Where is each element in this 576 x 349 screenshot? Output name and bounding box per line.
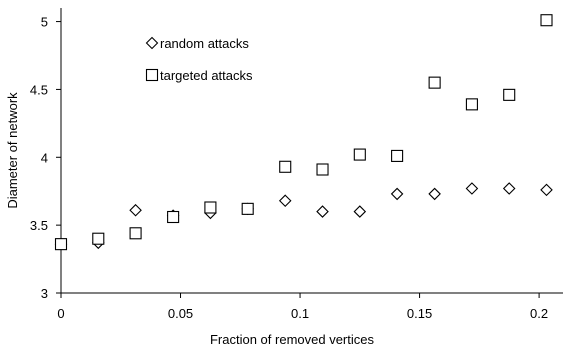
targeted-attack-point xyxy=(279,160,292,173)
targeted-attack-point xyxy=(241,202,254,215)
targeted-attack-point xyxy=(129,227,142,240)
targeted-attack-point xyxy=(353,148,366,161)
targeted-attack-point xyxy=(465,98,478,111)
targeted-attack-point xyxy=(92,232,105,245)
axes xyxy=(60,8,563,294)
targeted-attack-point xyxy=(54,238,68,251)
x-tick-label: 0 xyxy=(57,306,64,321)
y-tick-label: 4 xyxy=(41,150,48,165)
x-tick-label: 0.1 xyxy=(291,306,309,321)
random-attack-point xyxy=(428,187,441,201)
legend: random attacks targeted attacks xyxy=(145,36,253,83)
y-tick-label: 4.5 xyxy=(30,82,48,97)
x-tick-label: 0.2 xyxy=(530,306,548,321)
random-attack-point xyxy=(502,182,516,195)
y-axis-label: Diameter of network xyxy=(5,92,20,209)
random-attack-point xyxy=(390,187,404,201)
legend-label: targeted attacks xyxy=(160,68,253,83)
random-attack-point xyxy=(353,205,367,218)
targeted-attack-point xyxy=(391,149,404,162)
targeted-attack-point xyxy=(540,14,553,27)
y-tick-label: 3 xyxy=(41,286,48,301)
x-axis-label: Fraction of removed vertices xyxy=(210,332,375,347)
targeted-attack-point xyxy=(316,163,329,176)
targeted-attack-point xyxy=(428,76,441,89)
random-attack-point xyxy=(316,205,329,218)
random-attack-point xyxy=(540,183,553,197)
random-attack-point xyxy=(278,194,292,207)
random-attack-point xyxy=(465,182,479,195)
legend-label: random attacks xyxy=(160,36,249,51)
targeted-attack-point xyxy=(503,88,516,101)
targeted-attack-point xyxy=(204,201,217,214)
targeted-attack-point xyxy=(167,210,180,224)
data-points xyxy=(54,14,553,251)
random-attack-point xyxy=(129,203,142,217)
x-tick-label: 0.15 xyxy=(407,306,432,321)
x-tick-label: 0.05 xyxy=(168,306,193,321)
legend-square-icon xyxy=(145,68,159,82)
x-ticks: 0 0.05 0.1 0.15 0.2 xyxy=(57,293,548,321)
y-tick-label: 5 xyxy=(41,15,48,30)
y-tick-label: 3.5 xyxy=(30,218,48,233)
legend-diamond-icon xyxy=(145,36,159,50)
y-ticks: 3 3.5 4 4.5 5 xyxy=(30,15,61,301)
